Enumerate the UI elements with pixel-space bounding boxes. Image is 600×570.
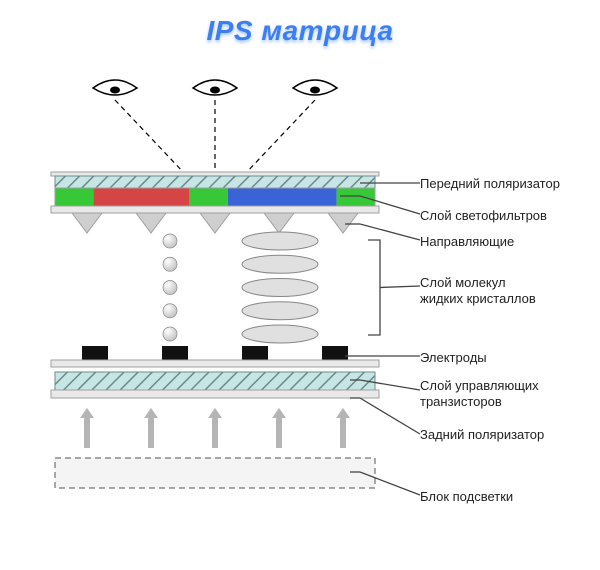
lc-sphere [163, 281, 177, 295]
front-polarizer-layer [55, 176, 375, 188]
backlight-arrow [208, 408, 222, 448]
label-lc_layer: Слой молекулжидких кристаллов [420, 275, 536, 308]
electrode [82, 346, 108, 360]
backlight-arrow [144, 408, 158, 448]
eye-icon [293, 80, 337, 95]
color-filter-segment [189, 188, 227, 206]
lc-sphere [163, 327, 177, 341]
label-backlight: Блок подсветки [420, 489, 513, 505]
electrode [162, 346, 188, 360]
backlight-arrow [336, 408, 350, 448]
backlight-arrow [272, 408, 286, 448]
electrode [242, 346, 268, 360]
color-filter-segment [337, 188, 375, 206]
lc-sphere [163, 304, 177, 318]
lc-molecule [242, 232, 318, 250]
label-electrodes: Электроды [420, 350, 487, 366]
color-filter-segment [55, 188, 93, 206]
guide-triangle [328, 213, 358, 233]
eye-icon [93, 80, 137, 95]
backlight-block [55, 458, 375, 488]
lc-sphere [163, 257, 177, 271]
color-filter-segment [228, 188, 337, 206]
label-guides: Направляющие [420, 234, 514, 250]
electrode [322, 346, 348, 360]
backlight-arrow [80, 408, 94, 448]
lc-molecule [242, 325, 318, 343]
lc-molecule [242, 302, 318, 320]
guide-triangle [200, 213, 230, 233]
guide-triangle [136, 213, 166, 233]
back-polarizer-layer [51, 390, 379, 398]
label-back_polarizer: Задний поляризатор [420, 427, 544, 443]
eye-icon [193, 80, 237, 95]
label-front_polarizer: Передний поляризатор [420, 176, 560, 192]
label-color_filters: Слой светофильтров [420, 208, 547, 224]
lc-molecule [242, 255, 318, 273]
lc-sphere [163, 234, 177, 248]
lc-molecule [242, 279, 318, 297]
transistor-layer [55, 372, 375, 390]
guide-triangle [72, 213, 102, 233]
label-transistors: Слой управляющихтранзисторов [420, 378, 539, 411]
guide-triangle [264, 213, 294, 233]
color-filter-segment [93, 188, 189, 206]
